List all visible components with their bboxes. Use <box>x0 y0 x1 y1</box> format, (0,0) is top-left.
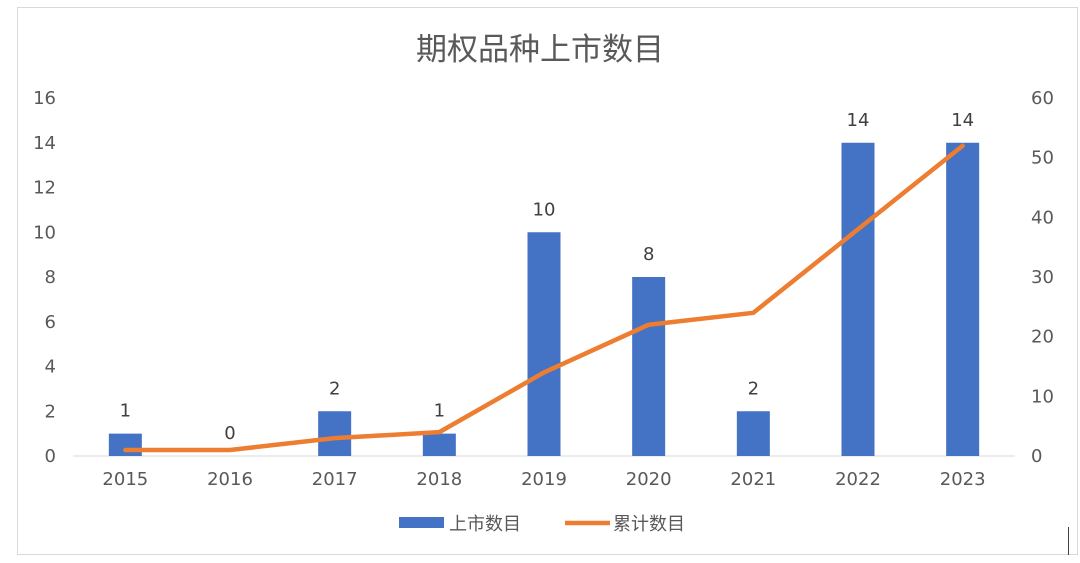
y-right-tick-label: 30 <box>1031 267 1054 288</box>
bar <box>632 277 666 456</box>
line-point <box>438 431 440 433</box>
legend-label-line: 累计数目 <box>613 514 685 535</box>
y-left-tick-label: 2 <box>45 401 56 422</box>
y-left-tick-label: 16 <box>33 88 56 109</box>
chart-title: 期权品种上市数目 <box>416 32 664 68</box>
x-tick-label: 2016 <box>207 469 253 490</box>
x-tick-label: 2018 <box>416 469 462 490</box>
bar-data-label: 10 <box>533 199 556 220</box>
y-right-tick-label: 50 <box>1031 148 1054 169</box>
y-left-tick-label: 10 <box>33 222 56 243</box>
bar <box>108 433 142 456</box>
bar-data-label: 2 <box>748 378 759 399</box>
legend-label-bar: 上市数目 <box>449 514 521 535</box>
bar-data-label: 8 <box>643 244 654 265</box>
bar <box>946 142 980 456</box>
line-point <box>857 228 859 230</box>
y-right-tick-label: 60 <box>1031 88 1054 109</box>
line-point <box>334 437 336 439</box>
line-point <box>752 312 754 314</box>
bar <box>736 411 770 456</box>
y-right-tick-label: 10 <box>1031 386 1054 407</box>
x-tick-label: 2019 <box>521 469 567 490</box>
text-cursor-icon <box>1068 527 1069 555</box>
y-right-tick-label: 20 <box>1031 327 1054 348</box>
bar <box>527 232 561 456</box>
x-tick-label: 2023 <box>940 469 986 490</box>
x-tick-label: 2021 <box>730 469 776 490</box>
bar <box>841 142 875 456</box>
y-right-tick-label: 40 <box>1031 207 1054 228</box>
line-point <box>648 324 650 326</box>
x-tick-label: 2020 <box>626 469 672 490</box>
y-left-tick-label: 12 <box>33 178 56 199</box>
x-tick-label: 2022 <box>835 469 881 490</box>
x-tick-label: 2017 <box>312 469 358 490</box>
line-point <box>229 449 231 451</box>
y-left-tick-label: 6 <box>45 312 56 333</box>
y-right-tick-label: 0 <box>1031 446 1042 467</box>
y-left-tick-label: 4 <box>45 357 56 378</box>
bar-data-label: 1 <box>120 401 131 422</box>
bar-data-label: 0 <box>224 423 235 444</box>
line-point <box>962 145 964 147</box>
line-point <box>124 449 126 451</box>
bar-data-label: 14 <box>847 110 870 131</box>
x-tick-label: 2015 <box>102 469 148 490</box>
line-point <box>543 371 545 373</box>
bar-data-label: 1 <box>434 401 445 422</box>
bar <box>318 411 352 456</box>
bar-data-label: 2 <box>329 378 340 399</box>
bar-data-label: 14 <box>951 110 974 131</box>
bar <box>422 433 456 456</box>
y-left-tick-label: 8 <box>45 267 56 288</box>
y-left-tick-label: 0 <box>45 446 56 467</box>
y-left-tick-label: 14 <box>33 133 56 154</box>
legend-swatch-bar <box>399 517 444 528</box>
